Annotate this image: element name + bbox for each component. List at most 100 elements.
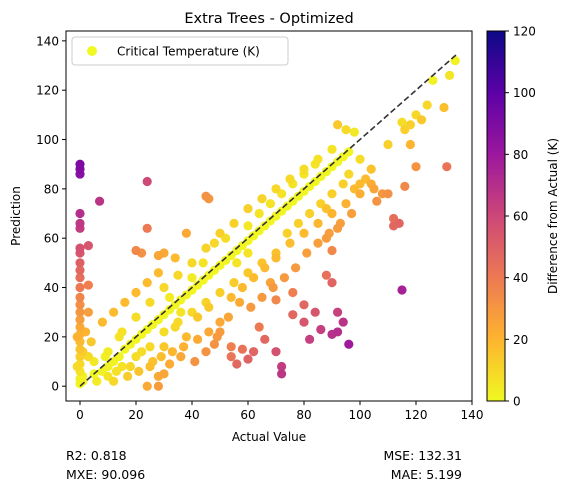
data-point <box>293 218 303 228</box>
data-point <box>313 238 323 248</box>
data-point <box>349 127 359 137</box>
data-point <box>338 179 348 189</box>
data-point <box>83 241 93 251</box>
data-point <box>159 342 169 352</box>
y-tick-label: 140 <box>36 34 59 48</box>
data-point <box>95 196 105 206</box>
data-point <box>173 270 183 280</box>
data-point <box>75 282 85 293</box>
data-point <box>417 115 427 125</box>
data-point <box>397 117 407 127</box>
data-point <box>341 125 351 135</box>
data-point <box>428 75 438 85</box>
data-point <box>237 344 247 354</box>
data-point <box>170 322 180 332</box>
data-point <box>117 327 127 337</box>
data-point <box>176 352 186 362</box>
data-point <box>299 317 309 327</box>
data-point <box>83 280 93 290</box>
data-point <box>411 162 421 172</box>
y-axis-ticks: 0 20 40 60 80 100 120 140 <box>36 34 66 394</box>
data-point <box>209 339 219 349</box>
y-tick-label: 80 <box>44 182 59 196</box>
data-point <box>246 302 256 312</box>
data-point <box>341 199 351 209</box>
data-point <box>254 208 264 219</box>
data-point <box>243 248 253 258</box>
y-axis-label: Prediction <box>9 186 23 246</box>
legend-marker <box>87 46 97 56</box>
legend: Critical Temperature (K) <box>71 36 289 66</box>
data-point <box>442 162 452 172</box>
data-point <box>215 317 225 327</box>
data-point <box>72 332 82 342</box>
data-point <box>302 248 312 258</box>
data-point <box>226 342 236 352</box>
y-tick-label: 0 <box>51 380 59 394</box>
data-point <box>167 347 177 357</box>
x-tick-label: 60 <box>240 408 255 422</box>
data-point <box>159 369 169 379</box>
data-point <box>249 347 259 357</box>
colorbar-tick-label: 120 <box>513 25 536 39</box>
data-point <box>299 164 309 174</box>
data-point <box>86 337 96 347</box>
data-point <box>159 327 169 337</box>
data-point <box>372 196 382 206</box>
data-point <box>383 139 393 150</box>
plot-frame <box>65 30 473 402</box>
data-point <box>97 317 107 327</box>
data-point <box>176 307 186 317</box>
data-point <box>131 245 141 256</box>
y-tick-label: 120 <box>36 84 59 98</box>
data-point <box>285 174 295 184</box>
data-point <box>187 273 197 283</box>
data-point <box>277 361 287 372</box>
data-point <box>243 204 253 214</box>
data-point <box>75 300 85 310</box>
data-point <box>235 297 245 307</box>
mae-metric: MAE: 5.199 <box>390 467 462 482</box>
data-point <box>333 120 343 130</box>
data-point <box>232 258 242 268</box>
data-point <box>327 189 337 199</box>
y-tick-label: 100 <box>36 133 59 147</box>
data-point <box>75 218 85 228</box>
y-tick-label: 60 <box>44 232 59 246</box>
data-point <box>201 243 211 253</box>
data-point <box>313 154 323 164</box>
data-point <box>75 265 85 275</box>
data-point <box>405 139 415 150</box>
data-point <box>268 282 278 293</box>
y-tick-label: 40 <box>44 281 59 295</box>
data-point <box>181 332 191 342</box>
data-point <box>75 307 85 317</box>
x-tick-label: 140 <box>461 408 484 422</box>
x-axis-label: Actual Value <box>232 430 306 444</box>
data-point <box>215 287 225 298</box>
data-point <box>344 169 354 179</box>
data-point <box>109 376 119 386</box>
data-point <box>125 361 135 372</box>
data-point <box>142 223 152 233</box>
data-point <box>369 184 379 194</box>
data-point <box>439 102 449 113</box>
data-point <box>198 258 208 268</box>
data-point <box>310 307 320 317</box>
data-point <box>75 292 85 302</box>
data-point <box>92 376 102 386</box>
data-point <box>120 297 130 307</box>
data-point <box>327 245 337 256</box>
data-point <box>344 339 354 349</box>
x-tick-label: 120 <box>405 408 428 422</box>
data-point <box>400 181 410 191</box>
data-point <box>288 287 298 298</box>
data-point <box>142 176 152 187</box>
data-point <box>347 208 357 219</box>
data-point <box>111 366 121 376</box>
data-point <box>394 218 404 228</box>
data-point <box>279 273 289 283</box>
data-point <box>145 361 155 372</box>
data-point <box>72 361 82 372</box>
